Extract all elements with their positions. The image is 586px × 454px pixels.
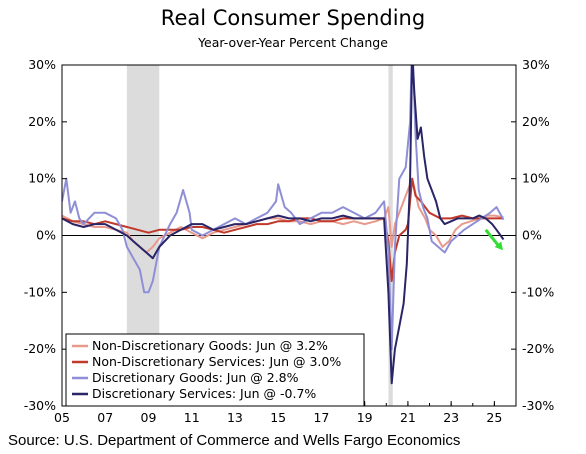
chart-title: Real Consumer Spending xyxy=(160,6,426,30)
series-line-3 xyxy=(62,65,505,385)
x-tick-label: 09 xyxy=(141,410,157,425)
x-tick-label: 05 xyxy=(54,410,70,425)
x-tick-label: 13 xyxy=(227,410,243,425)
x-tick-label: 17 xyxy=(313,410,329,425)
arrow-head xyxy=(494,241,504,251)
y-tick-label-left: -20% xyxy=(24,341,56,356)
trend-arrow xyxy=(484,228,504,251)
axes: 05 07 09 11 13 15 17 19 21 23 25 -30% -30% -20% -20% -1… xyxy=(24,57,555,425)
y-tick-label-left: 10% xyxy=(28,171,56,186)
x-tick-label: 07 xyxy=(97,410,113,425)
legend-label-0: Non-Discretionary Goods: Jun @ 3.2% xyxy=(92,338,328,353)
y-tick-label-right: 10% xyxy=(522,171,550,186)
y-tick-label-left: 30% xyxy=(28,57,56,72)
legend-label-1: Non-Discretionary Services: Jun @ 3.0% xyxy=(92,354,341,369)
y-tick-label-left: 20% xyxy=(28,114,56,129)
x-tick-label: 23 xyxy=(443,410,459,425)
y-tick-label-right: -30% xyxy=(522,398,554,413)
y-tick-label-left: -30% xyxy=(24,398,56,413)
series-lines xyxy=(62,65,505,385)
x-tick-label: 15 xyxy=(270,410,286,425)
x-tick-label: 21 xyxy=(400,410,416,425)
legend-label-2: Discretionary Goods: Jun @ 2.8% xyxy=(92,370,299,385)
series-line-2 xyxy=(62,65,505,351)
legend-box xyxy=(65,333,365,407)
y-tick-label-right: -20% xyxy=(522,341,554,356)
x-tick-label: 11 xyxy=(184,410,200,425)
y-tick-label-right: 0% xyxy=(522,228,542,243)
y-tick-label-left: -10% xyxy=(24,284,56,299)
x-tick-label: 19 xyxy=(357,410,373,425)
legend: Non-Discretionary Goods: Jun @ 3.2%Non-D… xyxy=(65,333,365,407)
arrow-shaft xyxy=(484,228,501,248)
y-tick-label-right: 30% xyxy=(522,57,550,72)
legend-label-3: Discretionary Services: Jun @ -0.7% xyxy=(92,386,316,401)
series-line-1 xyxy=(62,177,504,282)
y-tick-label-right: -10% xyxy=(522,284,554,299)
chart-subtitle: Year-over-Year Percent Change xyxy=(198,35,388,50)
x-tick-label: 25 xyxy=(486,410,502,425)
y-tick-label-left: 0% xyxy=(36,228,56,243)
source-note: Source: U.S. Department of Commerce and … xyxy=(8,432,461,449)
y-tick-label-right: 20% xyxy=(522,114,550,129)
